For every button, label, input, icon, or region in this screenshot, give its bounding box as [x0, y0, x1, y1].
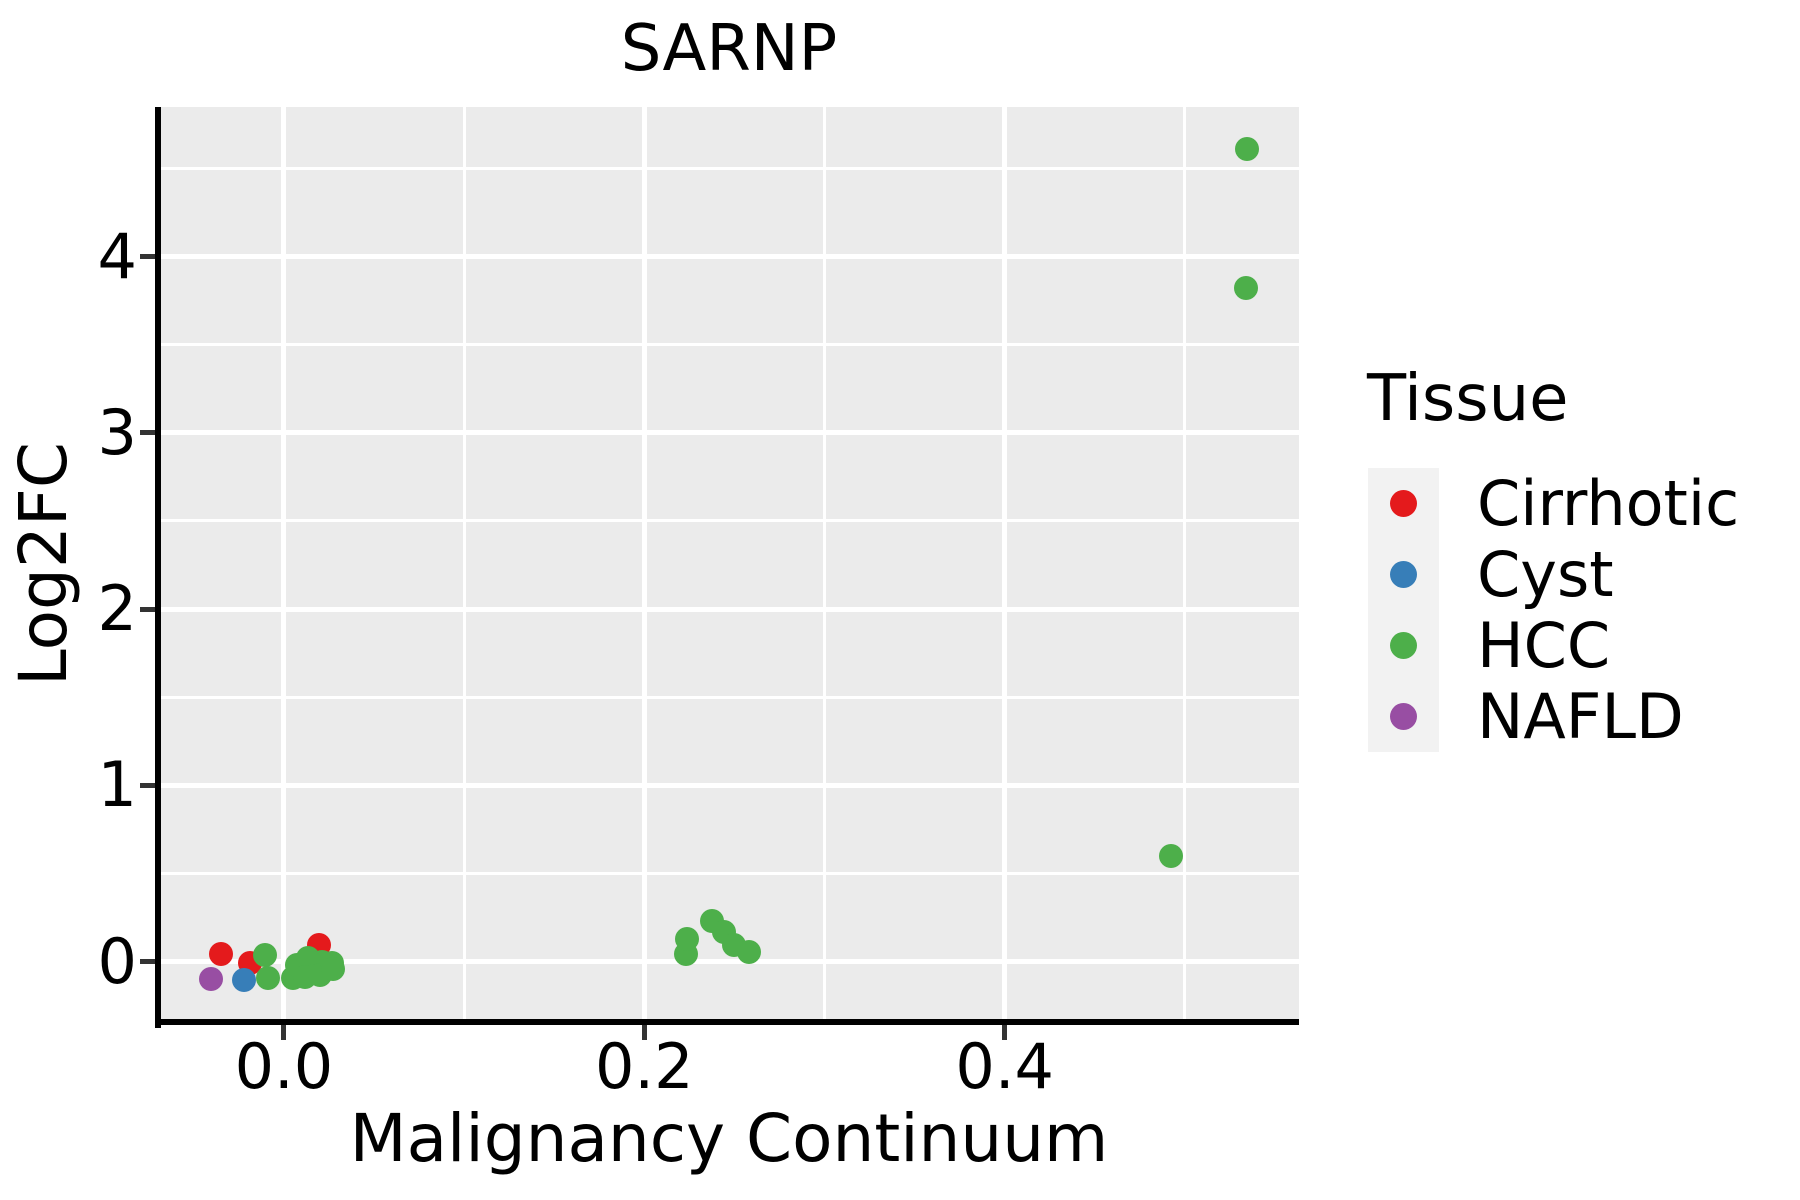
data-point-nafld	[198, 967, 223, 992]
y-tick-label: 2	[97, 572, 137, 646]
data-point-cyst	[231, 967, 256, 992]
y-gridline-major	[159, 959, 1299, 965]
y-gridline-major	[159, 782, 1299, 788]
legend-key	[1368, 468, 1439, 539]
x-tick-label: 0.0	[234, 1030, 334, 1103]
y-tick-label: 1	[97, 748, 137, 822]
x-gridline-minor	[1183, 107, 1187, 1022]
y-gridline-minor	[159, 519, 1299, 523]
y-tick-label: 0	[97, 924, 137, 998]
x-tick-label: 0.2	[594, 1030, 694, 1103]
data-point-hcc	[320, 957, 345, 982]
x-axis-title: Malignancy Continuum	[349, 1100, 1109, 1177]
y-axis-title: Log2FC	[5, 442, 82, 686]
cirrhotic-legend-dot-icon	[1390, 490, 1417, 517]
y-axis-line	[155, 107, 161, 1028]
y-tick-mark	[140, 254, 155, 260]
x-gridline-major	[281, 107, 287, 1022]
plot-panel	[159, 107, 1299, 1022]
legend-label: HCC	[1477, 609, 1611, 682]
legend-title: Tissue	[1367, 362, 1569, 436]
y-tick-label: 4	[97, 219, 137, 293]
y-tick-mark	[140, 782, 155, 788]
data-point-cirrhotic	[208, 941, 233, 966]
y-gridline-major	[159, 254, 1299, 260]
y-tick-mark	[140, 606, 155, 612]
x-tick-label: 0.4	[955, 1030, 1055, 1103]
chart-title: SARNP	[620, 12, 838, 86]
legend-label: Cirrhotic	[1477, 467, 1740, 540]
y-gridline-major	[159, 430, 1299, 436]
x-tick-mark	[281, 1025, 287, 1040]
x-tick-mark	[1002, 1025, 1008, 1040]
data-point-hcc	[1234, 136, 1259, 161]
x-gridline-minor	[823, 107, 826, 1022]
legend-key	[1368, 539, 1439, 610]
nafld-legend-dot-icon	[1390, 703, 1417, 730]
x-gridline-major	[1002, 107, 1008, 1022]
y-gridline-minor	[159, 167, 1299, 170]
y-gridline-minor	[159, 871, 1299, 875]
y-tick-mark	[140, 430, 155, 436]
data-point-hcc	[674, 927, 699, 952]
y-gridline-major	[159, 606, 1299, 612]
data-point-hcc	[737, 940, 762, 965]
data-point-hcc	[255, 965, 280, 990]
legend-label: NAFLD	[1477, 680, 1684, 753]
legend-label: Cyst	[1477, 538, 1614, 611]
legend-key	[1368, 681, 1439, 752]
x-axis-line	[155, 1019, 1299, 1025]
data-point-hcc	[252, 943, 277, 968]
y-tick-label: 3	[97, 395, 137, 469]
cyst-legend-dot-icon	[1390, 561, 1417, 588]
y-gridline-minor	[159, 695, 1299, 699]
x-tick-mark	[641, 1025, 647, 1040]
y-tick-mark	[140, 959, 155, 965]
data-point-hcc	[1233, 276, 1258, 301]
y-gridline-minor	[159, 343, 1299, 347]
hcc-legend-dot-icon	[1390, 632, 1417, 659]
data-point-hcc	[1158, 843, 1183, 868]
x-gridline-major	[641, 107, 647, 1022]
legend-key	[1368, 610, 1439, 681]
x-gridline-minor	[462, 107, 466, 1022]
